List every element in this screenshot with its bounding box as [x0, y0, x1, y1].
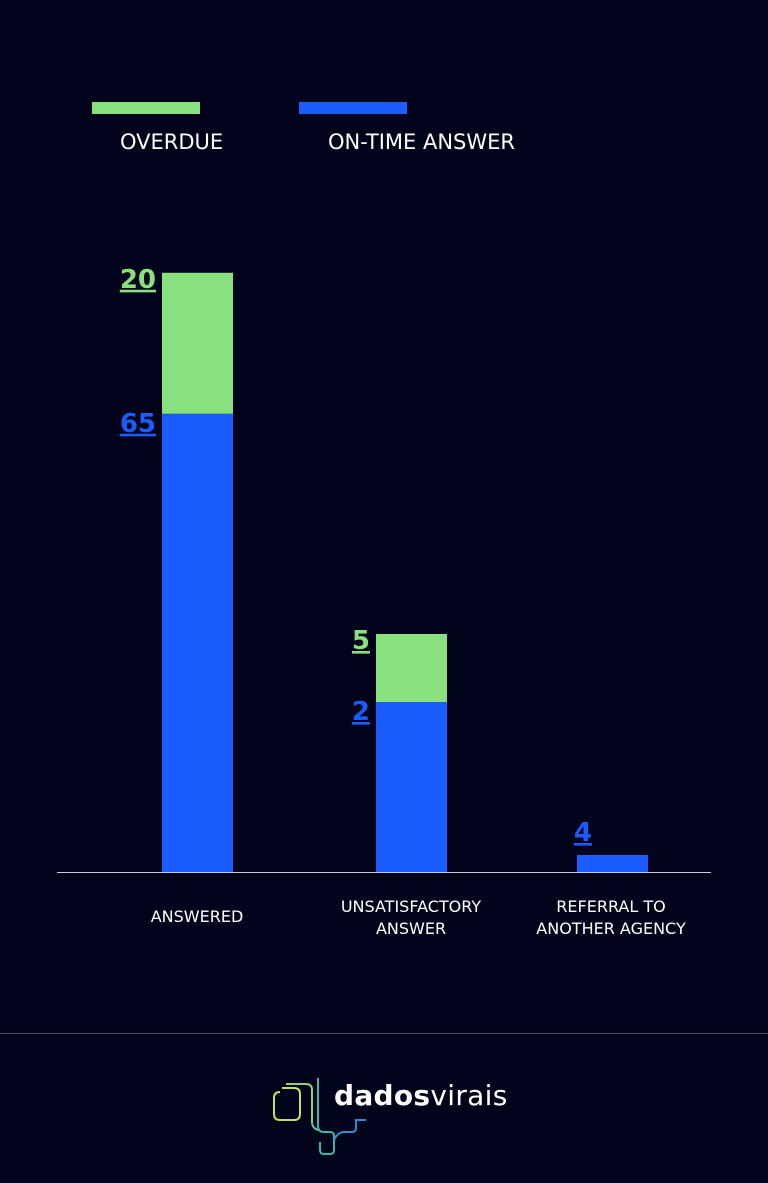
legend-swatch-ontime: [299, 102, 407, 114]
footer-divider: [0, 1033, 768, 1034]
data-label-ontime-referral: 4: [574, 818, 592, 848]
dadosvirais-logo: dadosvirais: [272, 1074, 512, 1160]
legend-label-overdue: OVERDUE: [120, 130, 224, 154]
data-label-ontime-unsatisfactory: 2: [352, 697, 370, 727]
data-label-overdue-answered: 20: [120, 265, 156, 295]
category-label-line: ANSWERED: [150, 907, 244, 926]
legend-label-ontime: ON-TIME ANSWER: [328, 130, 516, 154]
bar-ontime-answered: [162, 413, 233, 872]
category-label-line: REFERRAL TO: [556, 897, 666, 916]
legend-swatch-overdue: [92, 102, 200, 114]
category-label-line: UNSATISFACTORY: [340, 897, 482, 916]
category-label-answered: ANSWERED: [97, 906, 297, 928]
bar-ontime-referral: [577, 855, 648, 872]
data-label-overdue-unsatisfactory: 5: [352, 626, 370, 656]
category-label-unsatisfactory: UNSATISFACTORY ANSWER: [311, 896, 511, 940]
bar-overdue-unsatisfactory: [376, 634, 447, 702]
bar-ontime-unsatisfactory: [376, 702, 447, 872]
logo-mark-icon: [273, 1078, 366, 1155]
category-label-referral: REFERRAL TO ANOTHER AGENCY: [511, 896, 711, 940]
logo-text-light: virais: [430, 1079, 508, 1112]
data-label-ontime-answered: 65: [120, 409, 156, 439]
category-label-line: ANOTHER AGENCY: [536, 919, 686, 938]
logo-wordmark: dadosvirais: [334, 1076, 508, 1116]
category-label-line: ANSWER: [375, 919, 447, 938]
bar-chart: 20 65 5 2 4: [57, 265, 711, 873]
bar-overdue-answered: [162, 272, 233, 414]
logo-text-bold: dados: [334, 1079, 431, 1112]
